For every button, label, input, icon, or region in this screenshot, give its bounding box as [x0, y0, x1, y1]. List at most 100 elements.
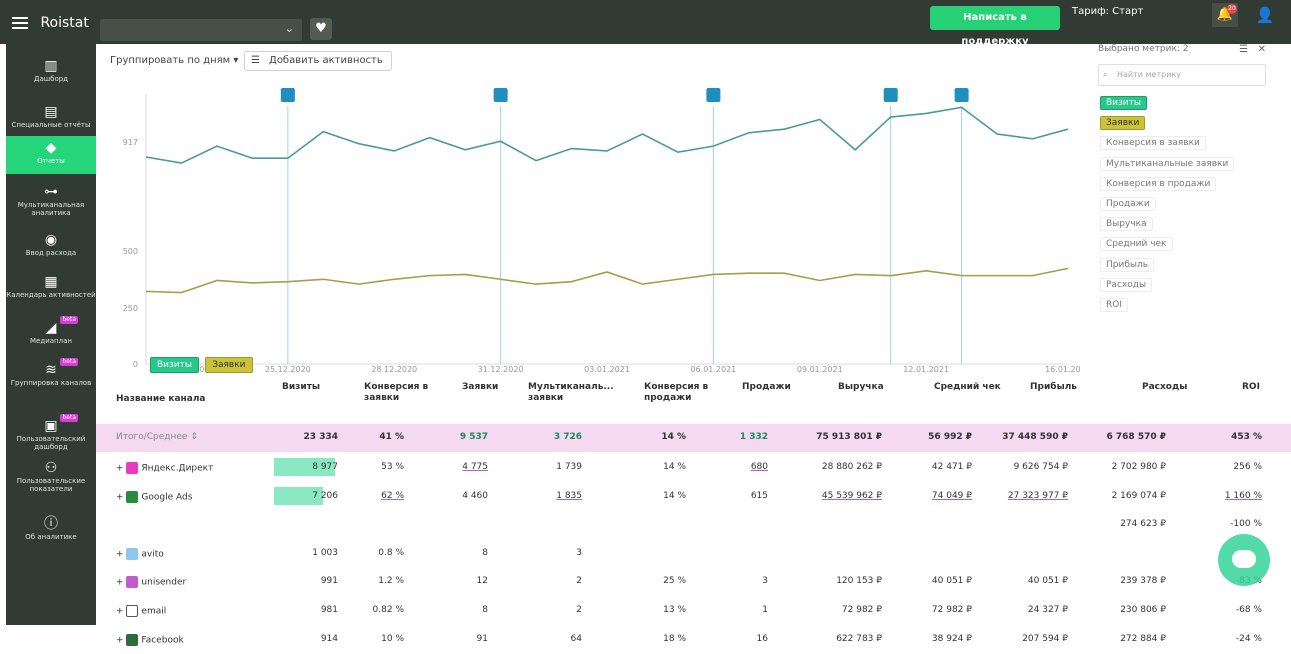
expand-icon[interactable]: +	[116, 577, 127, 588]
column-header[interactable]: Конверсия в продажи	[644, 382, 709, 403]
channel-name[interactable]: + Google Ads	[116, 490, 192, 503]
table-cell: -68 %	[1235, 605, 1262, 615]
sidebar-item-label: Группировка каналов	[10, 379, 92, 387]
table-cell: 42 471 ₽	[931, 462, 972, 472]
table-cell: 41 %	[379, 432, 404, 442]
metric-search-input[interactable]: ⌕ Найти метрику	[1098, 64, 1266, 86]
legend-leads[interactable]: Заявки	[205, 357, 253, 373]
expand-icon[interactable]: +	[116, 463, 127, 474]
table-row[interactable]: + Яндекс.Директ 8 977 53 % 4 775 1 739 14 % 68…	[96, 454, 1291, 482]
column-header[interactable]: Средний чек	[934, 382, 1001, 392]
column-header[interactable]: ROI	[1242, 382, 1260, 392]
table-cell: 2	[576, 605, 582, 615]
channel-name[interactable]: Итого/Среднее ⇕	[116, 432, 198, 442]
channel-name[interactable]: + Яндекс.Директ	[116, 462, 213, 474]
sidebar-item-1[interactable]: ▤ Специальные отчёты	[6, 100, 96, 134]
sidebar-item-3[interactable]: ⊶ Мультиканальная аналитика	[6, 180, 96, 220]
menu-icon[interactable]	[12, 14, 28, 32]
channel-name[interactable]: + unisender	[116, 576, 186, 589]
table-cell: 981	[320, 605, 338, 615]
sidebar-item-label: Пользовательские показатели	[16, 477, 86, 493]
email-icon	[126, 605, 139, 617]
column-header[interactable]: Заявки	[462, 382, 499, 392]
sidebar-item-0[interactable]: ▥ Дашборд	[6, 54, 96, 90]
metric-option[interactable]: Выручка	[1100, 217, 1153, 232]
column-header[interactable]: Конверсия в заявки	[364, 382, 429, 403]
sidebar-item-4[interactable]: ◉ Ввод расхода	[6, 228, 96, 260]
metric-option[interactable]: Конверсия в продажи	[1100, 176, 1217, 191]
table-row[interactable]: + unisender 991 1.2 % 12 2 25 % 3 120 153 ₽ 40 0…	[96, 568, 1291, 596]
sidebar-item-5[interactable]: ▦ Календарь активностей	[6, 270, 96, 310]
sidebar-item-label: Отчеты	[37, 157, 65, 165]
table-cell: 991	[320, 576, 338, 587]
table-cell: 230 806 ₽	[1120, 605, 1166, 615]
sidebar-item-7[interactable]: ≋ Группировка каналов beta	[6, 358, 96, 402]
metric-option[interactable]: Мультиканальные заявки	[1100, 156, 1235, 171]
channel-name[interactable]: + Facebook	[116, 633, 184, 646]
metric-option[interactable]: ROI	[1100, 298, 1128, 312]
expand-icon[interactable]: +	[116, 549, 127, 560]
table-cell: 13 %	[663, 605, 686, 615]
column-header[interactable]: Прибыль	[1030, 382, 1077, 392]
avito-logo-icon	[126, 547, 139, 560]
table-row[interactable]: + Google Ads 7 206 62 % 4 460 1 835 14 % 615 45…	[96, 483, 1291, 511]
table-cell: 25 %	[663, 576, 686, 587]
project-select[interactable]: ⌄	[100, 19, 302, 41]
table-cell: 27 323 977 ₽	[1007, 490, 1068, 501]
metric-option[interactable]: Продажи	[1100, 197, 1156, 211]
list-icon[interactable]: ☰	[1239, 44, 1249, 55]
add-activity-button[interactable]: ☰ Добавить активность	[244, 51, 392, 71]
expense-icon: ◉	[44, 232, 58, 248]
metric-option[interactable]: Прибыль	[1100, 257, 1155, 272]
table-cell: 7 206	[312, 490, 338, 501]
table-cell: 2	[576, 576, 582, 587]
metric-option[interactable]: Заявки	[1100, 116, 1146, 131]
expand-icon[interactable]: +	[116, 492, 127, 503]
user-menu-button[interactable]: 👤	[1250, 3, 1280, 27]
metric-option[interactable]: Конверсия в заявки	[1100, 136, 1206, 151]
table-cell: 1 835	[556, 490, 582, 501]
close-icon[interactable]: ✕	[1257, 44, 1266, 55]
table-row[interactable]: + avito 1 003 0.8 % 8 3	[96, 540, 1291, 568]
brand-logo[interactable]: Roistat	[40, 15, 89, 31]
sidebar-item-6[interactable]: ◢ Медиаплан beta	[6, 316, 96, 350]
support-button[interactable]: Написать в поддержку	[930, 6, 1060, 47]
sidebar-item-10[interactable]: ⓘ Об аналитике	[6, 512, 96, 542]
column-header[interactable]: Мультиканаль... заявки	[528, 382, 614, 403]
group-by-select[interactable]: Группировать по дням ▾	[110, 55, 239, 66]
channel-name[interactable]: + email	[116, 605, 166, 617]
x-tick-label: 12.01.2021	[903, 365, 949, 374]
x-tick-label: 25.12.2020	[265, 365, 311, 374]
notifications-button[interactable]: 🔔 20	[1212, 3, 1238, 27]
table-row[interactable]: 274 623 ₽ -100 %	[96, 511, 1291, 539]
facebook-logo-icon	[126, 633, 139, 646]
table-cell: 8	[482, 547, 488, 558]
chat-widget-button[interactable]	[1218, 534, 1270, 586]
beta-badge: beta	[60, 316, 78, 324]
table-cell: 72 982 ₽	[841, 605, 882, 615]
table-row[interactable]: + Facebook 914 10 % 91 64 18 % 16 622 783 ₽38 9…	[96, 626, 1291, 654]
column-header[interactable]: Выручка	[838, 382, 884, 392]
metric-option[interactable]: Средний чек	[1100, 237, 1173, 252]
total-row[interactable]: Итого/Среднее ⇕ 23 334 41 % 9 537 3 726 14 % 1…	[96, 424, 1291, 452]
column-header[interactable]: Название канала	[116, 394, 206, 404]
metric-option[interactable]: Визиты	[1100, 96, 1148, 110]
column-header[interactable]: Визиты	[282, 382, 321, 392]
column-header[interactable]: Расходы	[1142, 382, 1188, 392]
column-header[interactable]: Продажи	[742, 382, 791, 392]
expand-icon[interactable]: +	[116, 606, 127, 617]
favorite-button[interactable]: ♥	[310, 18, 332, 40]
sidebar-item-8[interactable]: ▣ Пользовательский дашборд beta	[6, 414, 96, 451]
sidebar-item-9[interactable]: ⚇ Пользовательские показатели	[6, 456, 96, 498]
visits-bar	[274, 486, 323, 505]
metric-option[interactable]: Расходы	[1100, 277, 1153, 292]
legend-visits[interactable]: Визиты	[150, 357, 200, 373]
sidebar-item-2[interactable]: ◆ Отчеты	[6, 136, 96, 174]
expand-icon[interactable]: +	[116, 635, 127, 646]
channel-name[interactable]: + avito	[116, 547, 164, 560]
chart-legend: Визиты Заявки	[150, 357, 256, 373]
table-cell: 4 460	[462, 490, 488, 501]
table-cell: 75 913 801 ₽	[816, 432, 882, 442]
table-cell: 239 378 ₽	[1120, 576, 1166, 587]
table-row[interactable]: + email 981 0.82 % 8 2 13 % 1 72 982 ₽ 72 982 ₽ 2…	[96, 597, 1291, 625]
